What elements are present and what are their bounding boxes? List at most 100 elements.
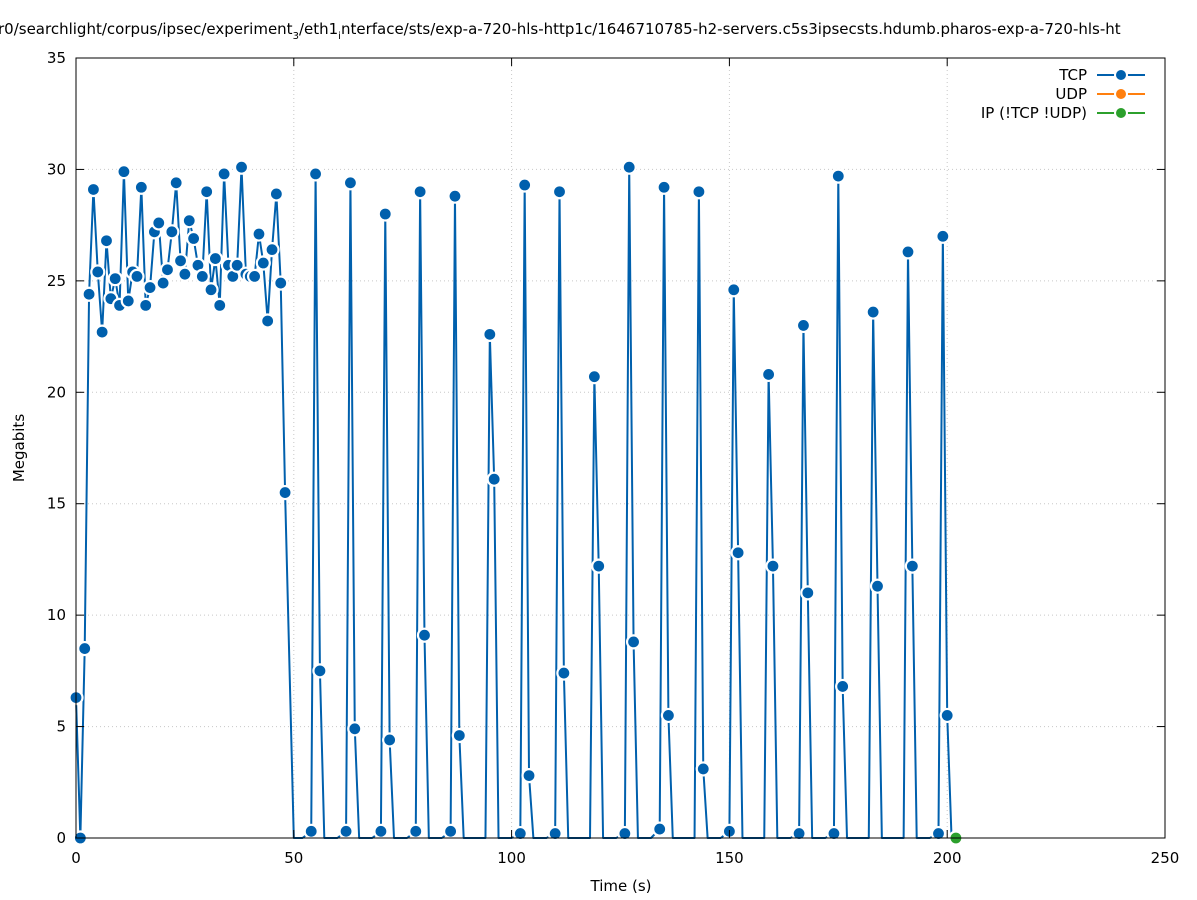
data-point <box>133 179 149 195</box>
chart-title: r0/searchlight/corpus/ipsec/experiment3/… <box>0 20 1121 42</box>
data-point <box>216 166 232 182</box>
data-point <box>172 253 189 269</box>
data-point <box>94 324 110 340</box>
data-point <box>186 230 202 247</box>
data-point <box>591 558 607 574</box>
data-point <box>159 262 176 278</box>
grid-layer <box>76 58 1165 838</box>
data-point <box>625 634 642 650</box>
data-point <box>85 181 102 198</box>
legend-swatch-marker <box>1114 106 1128 120</box>
data-point <box>194 268 210 284</box>
data-point <box>512 825 528 842</box>
data-point <box>273 275 289 291</box>
data-point <box>935 228 951 244</box>
data-point <box>726 282 742 298</box>
legend-item: TCP <box>1058 66 1145 84</box>
x-tick-label: 50 <box>284 849 303 867</box>
data-point <box>233 159 250 175</box>
y-axis-title: Megabits <box>10 414 28 482</box>
data-point <box>660 707 677 724</box>
data-point <box>307 166 324 182</box>
legend-item: IP (!TCP !UDP) <box>981 104 1145 122</box>
data-point <box>107 271 123 287</box>
data-point <box>830 168 846 184</box>
data-point <box>556 665 572 681</box>
data-point <box>251 226 267 242</box>
data-point <box>904 558 920 574</box>
data-point <box>342 175 359 191</box>
data-point <box>795 317 812 334</box>
data-point <box>486 471 502 487</box>
data-point <box>120 293 136 309</box>
data-point <box>791 825 807 842</box>
data-point <box>164 224 180 240</box>
data-point <box>277 484 293 501</box>
data-point <box>547 825 563 842</box>
data-point <box>826 825 842 842</box>
data-point <box>416 627 433 643</box>
data-point <box>900 244 916 260</box>
data-point <box>347 721 363 737</box>
tick-layer: 0 5 10 15 20 25 30 35 0 50 100 150 200 250 <box>47 49 1179 867</box>
y-tick-label: 0 <box>56 829 66 847</box>
x-tick-label: 150 <box>715 849 744 867</box>
y-tick-label: 15 <box>47 495 66 513</box>
data-point <box>199 184 215 200</box>
data-point <box>621 159 637 175</box>
legend-label: TCP <box>1058 66 1087 84</box>
chart-title-part-3: nterface/sts/exp-a-720-hls-http1c/164671… <box>341 20 1121 38</box>
plot-frame <box>75 57 1166 839</box>
data-point <box>77 640 93 657</box>
x-axis-title: Time (s) <box>590 877 652 895</box>
data-point <box>730 545 746 561</box>
data-point <box>142 279 158 296</box>
data-point <box>761 366 777 383</box>
data-point <box>98 233 115 249</box>
data-point <box>260 313 276 329</box>
legend-swatch-marker <box>1114 87 1128 101</box>
data-point <box>382 732 398 748</box>
y-tick-label: 35 <box>47 49 66 67</box>
data-point <box>207 250 223 267</box>
data-point <box>81 286 97 302</box>
data-point <box>181 213 197 229</box>
data-point <box>835 678 851 695</box>
y-tick-label: 30 <box>47 160 66 178</box>
y-tick-label: 10 <box>47 606 66 624</box>
data-point <box>443 823 459 839</box>
data-point <box>129 268 145 284</box>
y-tick-label: 20 <box>47 383 66 401</box>
data-point <box>939 707 955 724</box>
data-point <box>177 266 193 282</box>
y-tick-label: 5 <box>56 718 66 736</box>
legend-swatch-marker <box>1114 68 1128 82</box>
legend-item: UDP <box>1055 85 1145 103</box>
legend-label: IP (!TCP !UDP) <box>981 104 1087 122</box>
legend-label: UDP <box>1055 85 1087 103</box>
data-point <box>168 175 184 191</box>
series-line <box>75 166 953 839</box>
data-point <box>517 177 533 193</box>
data-point <box>264 242 280 258</box>
data-point <box>246 268 263 284</box>
series-1 <box>68 159 955 846</box>
data-point <box>551 184 568 200</box>
data-point <box>373 823 389 839</box>
x-tick-label: 250 <box>1151 849 1180 867</box>
data-point <box>138 297 154 313</box>
data-point <box>268 186 284 202</box>
chart-title-part-1: r0/searchlight/corpus/ipsec/experiment <box>0 20 293 38</box>
x-tick-label: 0 <box>71 849 81 867</box>
data-point <box>408 823 424 839</box>
x-tick-label: 200 <box>933 849 962 867</box>
chart-title-sub-1: 3 <box>293 31 299 42</box>
series-layer <box>68 159 964 846</box>
data-point <box>377 206 393 222</box>
data-point <box>303 823 319 839</box>
data-point <box>800 585 816 601</box>
data-point <box>869 578 886 594</box>
data-point <box>447 188 463 204</box>
